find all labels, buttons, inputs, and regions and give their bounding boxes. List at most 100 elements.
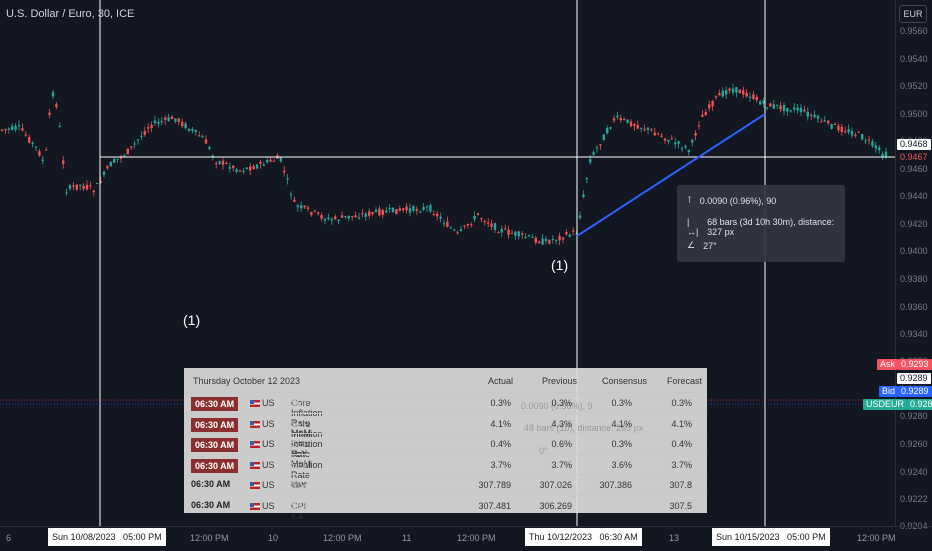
candle-body — [381, 209, 384, 215]
candle-body — [867, 139, 871, 141]
ghost-measure-3: 0° — [539, 446, 548, 456]
time-scale[interactable] — [0, 526, 932, 551]
candle-body — [561, 237, 565, 240]
candle-body — [96, 183, 99, 185]
event-period: SEP — [291, 459, 310, 470]
candle-body — [204, 139, 208, 144]
candle-body — [320, 215, 323, 219]
candle-body — [385, 210, 388, 213]
candle-body — [871, 141, 874, 147]
event-forecast: 0.3% — [671, 398, 692, 408]
price-tick: 0.9500 — [900, 109, 928, 119]
candle-body — [612, 118, 616, 121]
candle-body — [106, 166, 109, 169]
candle-body — [854, 134, 857, 136]
candle-body — [830, 124, 833, 129]
calendar-row[interactable]: 06:30 AM US Inflation Rate MoM SEP 0.4% 0.6%… — [184, 433, 707, 469]
currency-button[interactable]: EUR — [899, 5, 927, 23]
candle-body — [803, 109, 806, 112]
candle-body — [89, 185, 92, 187]
annotation-1-left[interactable]: (1) — [183, 312, 201, 328]
candle-body — [453, 229, 456, 231]
candle-body — [663, 138, 667, 141]
candle-body — [483, 221, 486, 223]
last-price-tag: 0.9467 — [897, 152, 931, 163]
candle-body — [517, 231, 520, 237]
us-flag-icon — [250, 400, 260, 407]
price-tick: 0.9400 — [900, 246, 928, 256]
candle-body — [636, 125, 639, 129]
candle-body — [388, 207, 391, 209]
candle-body — [62, 160, 65, 164]
price-tick: 0.9380 — [900, 274, 928, 284]
calendar-row[interactable]: 06:30 AM US Core Inflation Rate YoY SEP 4.1… — [184, 412, 707, 459]
candle-body — [548, 240, 551, 244]
angle-icon: ∠ — [687, 240, 696, 250]
candle-body — [606, 127, 609, 134]
candle-body — [0, 129, 4, 131]
candle-body — [745, 92, 748, 97]
trend-line[interactable] — [576, 113, 766, 237]
event-previous: 306.269 — [539, 500, 572, 511]
ask-label: Ask — [877, 359, 899, 370]
event-actual: 307.789 — [478, 480, 511, 490]
candle-body — [123, 155, 126, 157]
candle-body — [368, 211, 371, 216]
candle-body — [555, 239, 558, 241]
candle-body — [510, 232, 514, 234]
us-flag-icon — [250, 461, 260, 469]
candle-body — [680, 148, 684, 150]
candle-body — [619, 118, 622, 121]
candle-body — [303, 205, 306, 208]
event-forecast: 307.5 — [669, 500, 692, 511]
annotation-1-low[interactable]: (1) — [551, 257, 569, 273]
candle-body — [806, 111, 809, 117]
candle-body — [582, 194, 585, 198]
time-tick: 13 — [669, 533, 680, 543]
candle-body — [102, 171, 106, 175]
candle-body — [255, 164, 259, 169]
candle-body — [531, 237, 534, 239]
candle-body — [646, 127, 650, 130]
candle-body — [473, 215, 476, 220]
ghost-measure-2: 48 bars (1d), distance: 265 px — [524, 423, 644, 433]
candle-body — [113, 158, 116, 163]
calendar-row[interactable]: 06:30 AM US CPI s.a SEP 307.481 306.269 307.5 — [184, 494, 707, 521]
chart-area[interactable]: U.S. Dollar / Euro, 30, ICE (1) (1) ⊺ 0.… — [0, 0, 895, 526]
candle-body — [225, 162, 228, 164]
candle-body — [616, 115, 619, 118]
candle-body — [684, 145, 687, 148]
candle-body — [650, 129, 653, 131]
candle-body — [629, 121, 633, 127]
calendar-row[interactable]: 06:30 AM US CPI SEP 307.789 307.026 307.386 30… — [184, 474, 707, 495]
time-tick: 6 — [6, 533, 12, 543]
candle-body — [174, 118, 177, 122]
us-flag-icon — [250, 482, 260, 489]
candle-body — [833, 123, 837, 125]
candle-body — [691, 140, 694, 143]
candle-body — [660, 135, 663, 137]
candle-body — [215, 163, 218, 165]
candle-body — [466, 223, 469, 226]
candle-body — [266, 160, 269, 163]
candle-body — [789, 110, 792, 112]
candle-body — [51, 92, 55, 97]
candle-body — [293, 199, 296, 202]
candle-body — [524, 236, 527, 238]
candle-body — [187, 128, 191, 132]
candle-body — [850, 131, 854, 136]
col-forecast: Forecast — [667, 376, 703, 386]
event-previous: 307.026 — [539, 480, 572, 490]
candle-body — [194, 129, 197, 133]
price-scale[interactable]: EUR — [895, 0, 932, 526]
calendar-row[interactable]: 06:30 AM US Core Inflation Rate MoM SEP 0.3… — [184, 392, 707, 438]
candle-body — [235, 169, 238, 172]
candle-body — [147, 127, 150, 129]
calendar-row[interactable]: 06:30 AM US Inflation Rate YoY SEP 3.7% 3.7%… — [184, 453, 707, 490]
candle-body — [425, 206, 429, 208]
candle-body — [708, 104, 711, 109]
candle-body — [116, 158, 119, 160]
event-period: SEP — [291, 500, 310, 511]
mid-price-tag: 0.9289 — [897, 373, 931, 384]
candle-body — [446, 221, 449, 227]
